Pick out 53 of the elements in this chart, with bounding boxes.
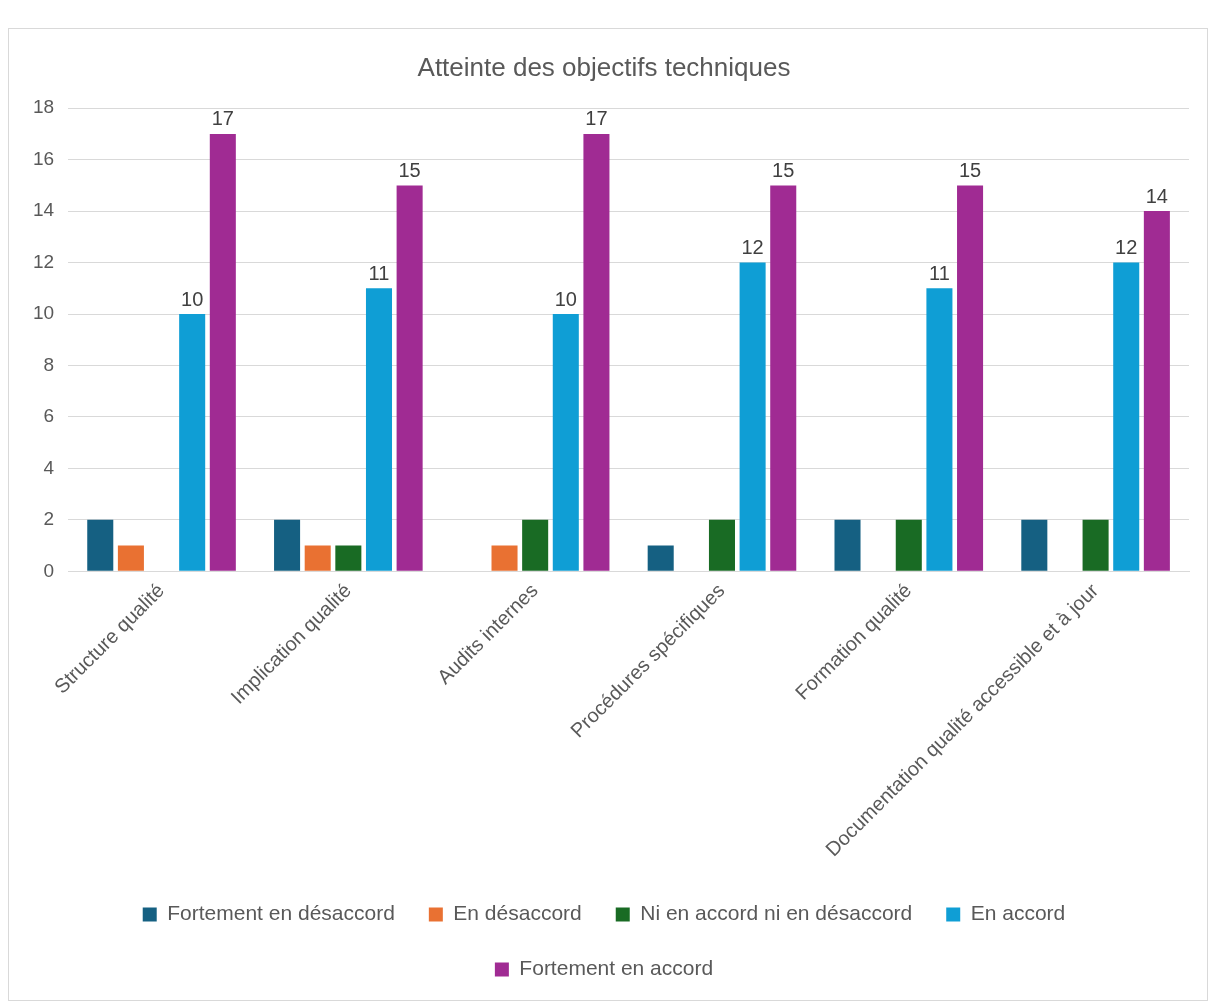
legend-label: En désaccord bbox=[453, 901, 582, 925]
bar bbox=[926, 288, 953, 571]
bar bbox=[1143, 211, 1170, 571]
bar bbox=[396, 185, 423, 571]
data-label: 10 bbox=[554, 287, 577, 310]
y-tick-label: 18 bbox=[32, 96, 55, 118]
data-label: 12 bbox=[741, 236, 764, 259]
bar bbox=[87, 519, 114, 571]
bar bbox=[179, 314, 206, 571]
data-label: 17 bbox=[585, 107, 608, 130]
y-tick-label: 14 bbox=[32, 199, 55, 221]
y-tick-label: 6 bbox=[43, 405, 55, 427]
data-label: 11 bbox=[368, 261, 390, 284]
bar bbox=[274, 519, 301, 571]
data-label: 15 bbox=[398, 158, 421, 181]
bar bbox=[491, 545, 518, 571]
bar bbox=[583, 133, 610, 571]
y-tick-label: 8 bbox=[43, 353, 55, 375]
y-tick-label: 0 bbox=[43, 559, 55, 581]
legend-label: Fortement en désaccord bbox=[167, 901, 395, 925]
bar bbox=[304, 545, 331, 571]
bar bbox=[1021, 519, 1048, 571]
data-label: 12 bbox=[1115, 236, 1138, 259]
chart-title: Atteinte des objectifs techniques bbox=[417, 51, 791, 82]
legend-label: Fortement en accord bbox=[519, 956, 714, 980]
bar bbox=[552, 314, 579, 571]
bar bbox=[209, 133, 236, 571]
bar bbox=[1082, 519, 1109, 571]
bar bbox=[834, 519, 861, 571]
bar bbox=[1113, 262, 1140, 571]
legend-label: En accord bbox=[970, 901, 1066, 925]
y-tick-label: 10 bbox=[32, 302, 55, 324]
y-tick-label: 4 bbox=[43, 456, 55, 478]
bar bbox=[335, 545, 362, 571]
bar bbox=[708, 519, 735, 571]
data-label: 17 bbox=[211, 107, 234, 130]
bar bbox=[365, 288, 393, 571]
data-label: 15 bbox=[772, 158, 795, 181]
y-tick-label: 12 bbox=[32, 250, 55, 272]
data-label: 15 bbox=[958, 158, 982, 181]
bar bbox=[647, 545, 674, 571]
y-tick-label: 2 bbox=[43, 508, 55, 530]
data-label: 14 bbox=[1145, 184, 1168, 207]
bar bbox=[117, 545, 144, 571]
legend-label: Ni en accord ni en désaccord bbox=[640, 901, 913, 925]
bar bbox=[957, 185, 984, 571]
data-label: 10 bbox=[181, 287, 204, 310]
bar bbox=[895, 519, 922, 571]
y-tick-label: 16 bbox=[32, 147, 55, 169]
bar bbox=[770, 185, 797, 571]
bar bbox=[522, 519, 549, 571]
bar bbox=[739, 262, 766, 571]
data-label: 11 bbox=[929, 261, 950, 284]
